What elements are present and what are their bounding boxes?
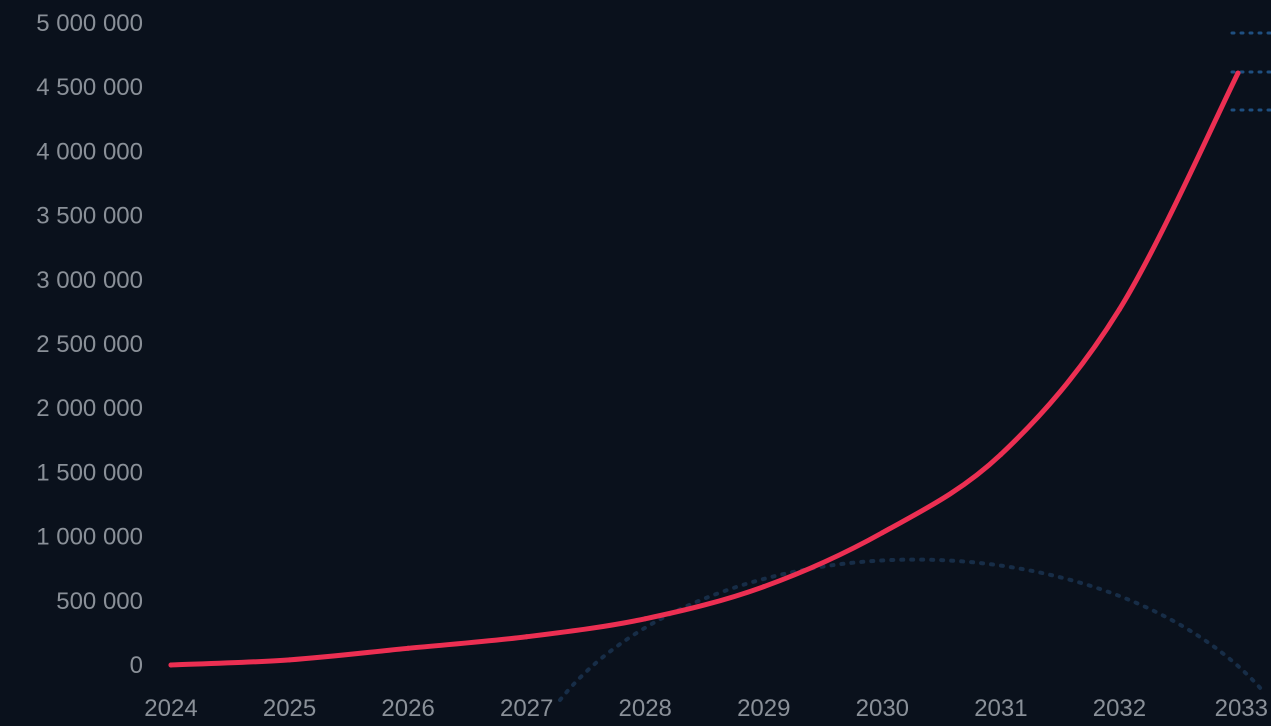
background-decoration [558, 31, 1271, 702]
x-tick-label: 2029 [737, 695, 790, 721]
y-tick-label: 0 [130, 652, 143, 679]
x-tick-label: 2025 [263, 695, 316, 721]
data-point [524, 634, 530, 640]
x-tick-label: 2032 [1093, 695, 1146, 721]
data-point [761, 584, 767, 590]
data-point [642, 616, 648, 622]
series-line [168, 70, 1241, 668]
x-tick-label: 2028 [619, 695, 672, 721]
series-layer [168, 70, 1241, 668]
data-point [287, 657, 293, 663]
x-tick-label: 2024 [144, 695, 197, 721]
x-tick-label: 2033 [1215, 695, 1268, 721]
x-tick-label: 2027 [500, 695, 553, 721]
y-tick-label: 3 000 000 [36, 267, 143, 294]
y-tick-label: 2 500 000 [36, 331, 143, 358]
x-tick-label: 2030 [856, 695, 909, 721]
data-point [879, 530, 885, 536]
x-tick-label: 2031 [974, 695, 1027, 721]
y-tick-label: 2 000 000 [36, 395, 143, 422]
x-axis: 2024 2025 2026 2027 2028 2029 2030 2031 2032 2033 [144, 695, 1268, 722]
y-tick-label: 3 500 000 [36, 203, 143, 230]
y-axis: 0 500 000 1 000 000 1 500 000 2 000 000 2 500… [36, 10, 143, 679]
y-tick-label: 4 500 000 [36, 74, 143, 101]
y-tick-label: 500 000 [56, 588, 143, 615]
y-tick-label: 5 000 000 [36, 10, 143, 37]
data-point [405, 645, 411, 651]
data-point [168, 662, 174, 668]
y-tick-label: 4 000 000 [36, 138, 143, 165]
y-tick-label: 1 500 000 [36, 459, 143, 486]
x-tick-label: 2026 [381, 695, 434, 721]
y-tick-label: 1 000 000 [36, 524, 143, 551]
decorative-dotted-arc [558, 557, 1264, 702]
data-point [1116, 306, 1122, 312]
data-point [1235, 70, 1241, 76]
data-point [998, 451, 1004, 457]
